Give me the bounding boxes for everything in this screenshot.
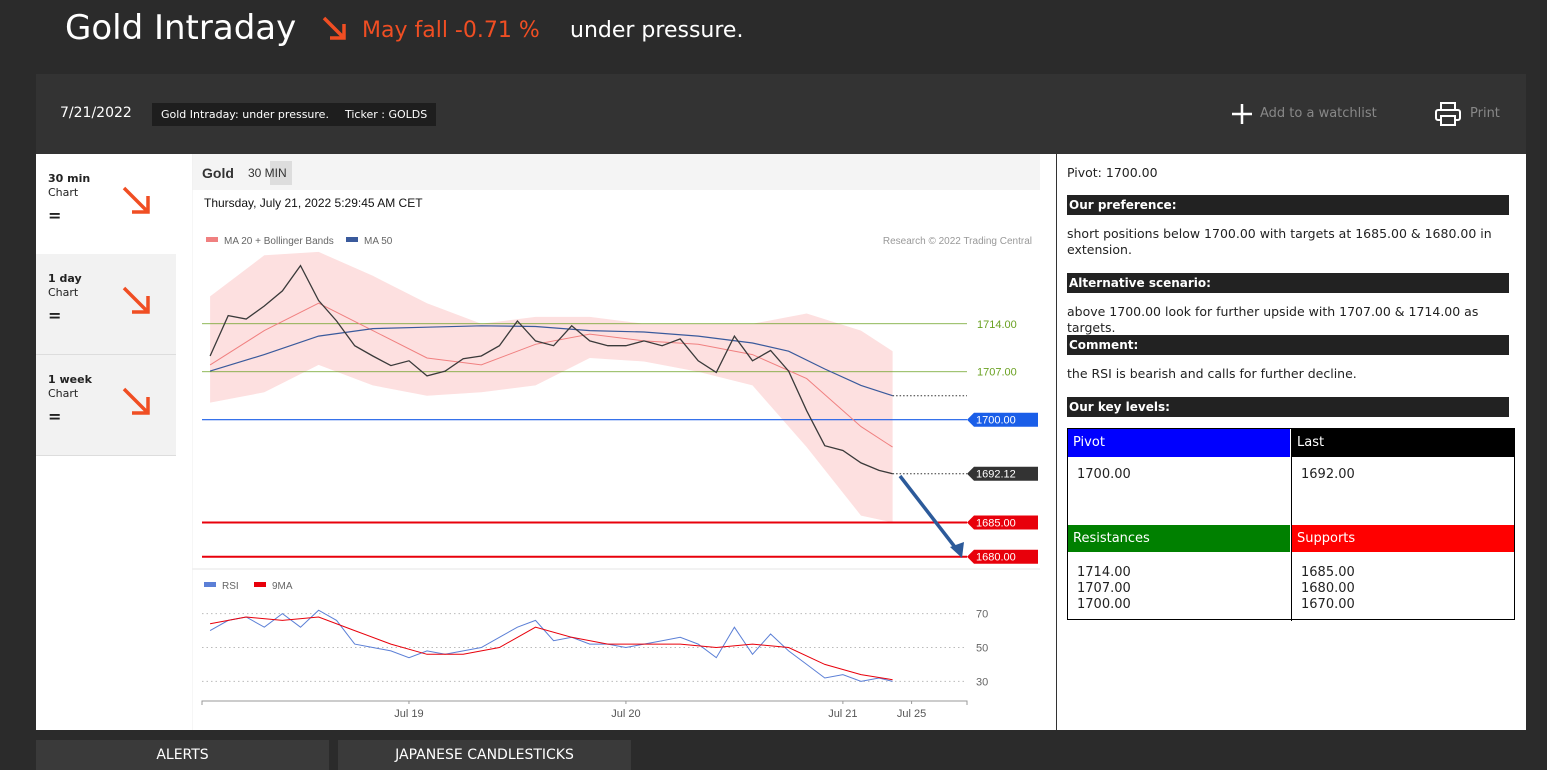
support: 1680.00 bbox=[1301, 581, 1355, 596]
projection-arrow-head bbox=[950, 542, 964, 558]
chart-label: Chart bbox=[48, 286, 79, 299]
section-text: above 1700.00 look for further upside wi… bbox=[1067, 304, 1479, 335]
resistance-list: 1714.00 1707.00 1700.00 bbox=[1072, 565, 1294, 613]
pivot-value: 1700.00 bbox=[1077, 467, 1131, 482]
print-icon[interactable] bbox=[1434, 101, 1462, 127]
projection-arrow bbox=[898, 474, 960, 553]
level-tag bbox=[967, 466, 1038, 481]
legend-label: MA 20 + Bollinger Bands bbox=[224, 236, 334, 247]
last-header: Last bbox=[1292, 429, 1514, 457]
rsi-line bbox=[209, 609, 893, 682]
pivot-header: Pivot bbox=[1068, 429, 1290, 457]
legend-swatch bbox=[346, 237, 358, 242]
level-label: 1714.00 bbox=[977, 319, 1017, 331]
arrow-icon bbox=[122, 186, 150, 214]
print-button[interactable]: Print bbox=[1470, 106, 1500, 121]
chart-title: Gold bbox=[202, 165, 234, 181]
legend-label: MA 50 bbox=[364, 236, 393, 247]
tab[interactable]: JAPANESE CANDLESTICKS bbox=[338, 740, 631, 770]
level-label: 1700.00 bbox=[976, 415, 1016, 427]
price-line bbox=[209, 264, 893, 475]
ma20-line bbox=[209, 302, 893, 448]
toolbar: 7/21/2022 Gold Intraday: under pressure.… bbox=[36, 74, 1526, 154]
level-label: 1685.00 bbox=[976, 517, 1016, 529]
x-tick-label: Jul 20 bbox=[611, 708, 640, 720]
level-label: 1680.00 bbox=[976, 552, 1016, 564]
analysis-panel: Pivot: 1700.00 Our preference: short pos… bbox=[1056, 154, 1527, 730]
ma50-line bbox=[209, 325, 893, 397]
supports-header: Supports bbox=[1292, 525, 1514, 552]
support-list: 1685.00 1680.00 1670.00 bbox=[1296, 565, 1518, 613]
rsi-tick-label: 50 bbox=[976, 643, 988, 655]
legend-swatch bbox=[206, 237, 218, 242]
pivot: Pivot: 1700.00 bbox=[1067, 165, 1158, 180]
content: 30 min Chart = 1 day Chart = 1 week Char… bbox=[36, 154, 1526, 730]
x-tick-label: Jul 25 bbox=[897, 708, 926, 720]
section-heading: Comment: bbox=[1067, 335, 1509, 355]
chart-header bbox=[192, 154, 1040, 190]
tag: Ticker : GOLDS bbox=[336, 103, 437, 126]
arrow-icon bbox=[122, 286, 150, 314]
level-tag bbox=[967, 412, 1038, 427]
support: 1685.00 bbox=[1301, 565, 1355, 580]
page-title: Gold Intraday bbox=[65, 8, 297, 48]
x-axis bbox=[201, 700, 968, 705]
section-heading: Our key levels: bbox=[1067, 397, 1509, 417]
date: 7/21/2022 bbox=[60, 105, 132, 121]
arrow-icon bbox=[122, 387, 150, 415]
section-text: short positions below 1700.00 with targe… bbox=[1067, 226, 1492, 257]
support: 1670.00 bbox=[1301, 597, 1355, 612]
legend-label: 9MA bbox=[272, 581, 293, 592]
period: 1 week bbox=[48, 373, 92, 386]
period: 30 min bbox=[48, 172, 91, 185]
x-tick-label: Jul 19 bbox=[394, 708, 423, 720]
watchlist-button[interactable]: Add to a watchlist bbox=[1260, 106, 1377, 121]
down-arrow-icon bbox=[322, 16, 346, 40]
plus-icon[interactable] bbox=[1230, 102, 1254, 126]
chart-subtitle: Thursday, July 21, 2022 5:29:45 AM CET bbox=[204, 196, 423, 210]
change-label: May fall -0.71 % bbox=[362, 18, 540, 43]
legend-label: RSI bbox=[222, 581, 239, 592]
sidebar-item[interactable]: 30 min Chart = bbox=[36, 154, 176, 255]
resistance: 1707.00 bbox=[1077, 581, 1131, 596]
x-tick-label: Jul 21 bbox=[828, 708, 857, 720]
interval-box bbox=[270, 161, 292, 185]
rsi-line bbox=[210, 616, 893, 681]
level-tag bbox=[967, 549, 1038, 564]
resistances-header: Resistances bbox=[1068, 525, 1290, 552]
bollinger-band bbox=[210, 251, 893, 523]
level-label: 1692.12 bbox=[976, 469, 1016, 481]
legend-swatch bbox=[254, 582, 266, 587]
tab[interactable]: ALERTS bbox=[36, 740, 329, 770]
period: 1 day bbox=[48, 272, 82, 285]
trend: = bbox=[48, 206, 62, 225]
chart-label: Chart bbox=[48, 387, 79, 400]
section-heading: Alternative scenario: bbox=[1067, 273, 1509, 293]
section-text: the RSI is bearish and calls for further… bbox=[1067, 366, 1357, 381]
level-label: 1707.00 bbox=[977, 367, 1017, 379]
chart: Gold 30 MIN Thursday, July 21, 2022 5:29… bbox=[192, 154, 1040, 730]
tag: Gold Intraday: under pressure. bbox=[152, 103, 338, 126]
trend: = bbox=[48, 407, 62, 426]
tagline: under pressure. bbox=[570, 18, 744, 43]
section-heading: Our preference: bbox=[1067, 195, 1509, 215]
interval: 30 MIN bbox=[248, 166, 287, 180]
chart-label: Chart bbox=[48, 186, 79, 199]
divider bbox=[1291, 429, 1292, 621]
level-tag bbox=[967, 515, 1038, 530]
rsi-tick-label: 70 bbox=[976, 609, 988, 621]
credit: Research © 2022 Trading Central bbox=[883, 236, 1032, 247]
resistance: 1700.00 bbox=[1077, 597, 1131, 612]
resistance: 1714.00 bbox=[1077, 565, 1131, 580]
trend: = bbox=[48, 306, 62, 325]
sidebar-item[interactable]: 1 week Chart = bbox=[36, 355, 176, 456]
sidebar-item[interactable]: 1 day Chart = bbox=[36, 254, 176, 355]
legend-swatch bbox=[204, 582, 216, 587]
rsi-tick-label: 30 bbox=[976, 676, 988, 688]
key-levels-table: Pivot Last 1700.00 1692.00 Resistances S… bbox=[1067, 428, 1518, 621]
last-value: 1692.00 bbox=[1301, 467, 1355, 482]
